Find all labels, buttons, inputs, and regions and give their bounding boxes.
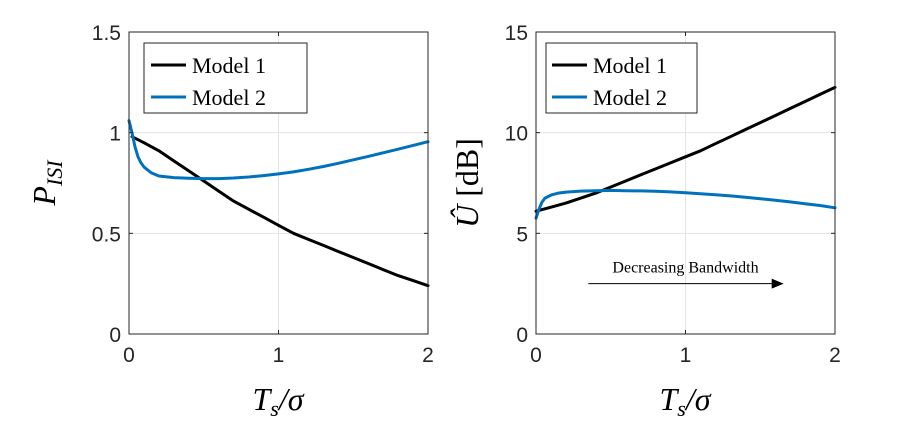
y-tick-label: 0 bbox=[109, 324, 121, 347]
x-axis-label: Ts/σ bbox=[252, 381, 304, 421]
y-axis-label-unit: [dB] bbox=[449, 138, 485, 197]
x-axis-label-rest: /σ bbox=[277, 381, 305, 417]
y-axis-label: PISI bbox=[26, 159, 67, 207]
x-axis-label-rest: /σ bbox=[684, 381, 712, 417]
x-tick-label: 0 bbox=[530, 344, 542, 367]
x-axis-label: Ts/σ bbox=[659, 381, 711, 421]
legend-label-model-1: Model 1 bbox=[593, 53, 667, 78]
y-axis-label-main: Û bbox=[449, 203, 485, 228]
series-line-model-1 bbox=[130, 135, 430, 288]
y-tick-label: 0 bbox=[516, 324, 528, 347]
x-tick-label: 1 bbox=[680, 344, 692, 367]
x-tick-label: 0 bbox=[123, 344, 135, 367]
series-line-model-2 bbox=[127, 119, 430, 181]
y-axis-label-subscript: ISI bbox=[42, 159, 67, 187]
legend-box bbox=[545, 42, 698, 114]
legend-label-model-2: Model 2 bbox=[593, 85, 667, 110]
ticks: 0 1 2 0 5 10 15 bbox=[505, 22, 841, 367]
y-tick-label: 5 bbox=[516, 223, 528, 246]
series-line-model-1 bbox=[534, 85, 837, 213]
legend: Model 1 Model 2 bbox=[545, 42, 698, 114]
left-chart: 0 1 2 0 0.5 1 1.5 PISI Ts/σ Model 1 Model 2 bbox=[26, 22, 434, 421]
x-axis-label-main: T bbox=[659, 381, 679, 417]
y-tick-label: 1.5 bbox=[92, 22, 121, 45]
x-tick-label: 2 bbox=[829, 344, 841, 367]
y-axis-label: Û [dB] bbox=[449, 138, 485, 228]
annotation: Decreasing Bandwidth bbox=[588, 260, 784, 289]
x-tick-label: 2 bbox=[422, 344, 434, 367]
y-tick-label: 10 bbox=[505, 123, 528, 146]
annotation-text: Decreasing Bandwidth bbox=[612, 260, 758, 277]
y-tick-label: 15 bbox=[505, 22, 528, 45]
right-chart: 0 1 2 0 5 10 15 Û [dB] Ts/σ Model 1 Model 2 Dec… bbox=[449, 22, 841, 421]
x-axis-label-subscript: s bbox=[270, 396, 279, 421]
legend-label-model-1: Model 1 bbox=[192, 53, 266, 78]
series-line-model-2 bbox=[534, 188, 837, 220]
x-axis-label-main: T bbox=[252, 381, 272, 417]
y-tick-label: 0.5 bbox=[92, 223, 121, 246]
y-tick-label: 1 bbox=[109, 123, 121, 146]
x-axis-label-subscript: s bbox=[677, 396, 686, 421]
series-layer bbox=[127, 119, 430, 288]
series-layer bbox=[534, 85, 837, 220]
y-axis-label-main: P bbox=[26, 186, 62, 207]
legend: Model 1 Model 2 bbox=[143, 42, 308, 114]
legend-box bbox=[143, 42, 308, 114]
ticks: 0 1 2 0 0.5 1 1.5 bbox=[92, 22, 434, 367]
legend-label-model-2: Model 2 bbox=[192, 85, 266, 110]
x-tick-label: 1 bbox=[273, 344, 285, 367]
